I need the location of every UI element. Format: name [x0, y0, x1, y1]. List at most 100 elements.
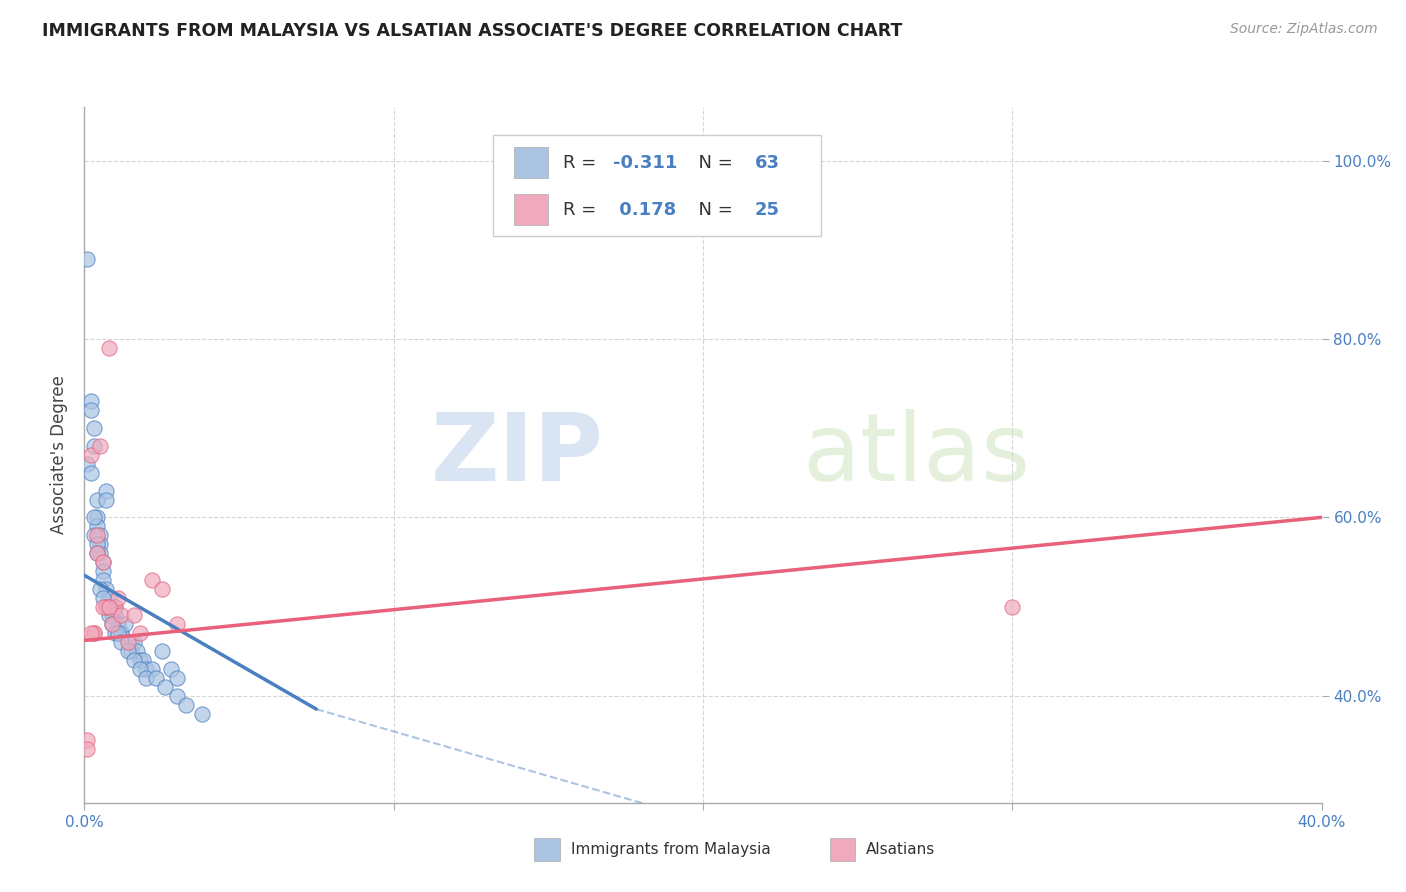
Text: Immigrants from Malaysia: Immigrants from Malaysia: [571, 842, 770, 857]
Point: [117, 635, 139, 649]
Point: [98, 608, 121, 623]
Text: 25: 25: [755, 201, 780, 219]
Point: [98, 591, 121, 605]
Point: [94, 492, 117, 507]
Point: [110, 608, 132, 623]
Point: [125, 644, 148, 658]
Point: [86, 546, 108, 560]
Text: 0.178: 0.178: [613, 201, 676, 219]
Point: [1001, 599, 1024, 614]
Point: [150, 644, 173, 658]
Point: [101, 608, 124, 623]
Point: [153, 680, 176, 694]
Point: [114, 617, 136, 632]
Point: [166, 617, 188, 632]
Point: [132, 653, 155, 667]
Point: [129, 662, 152, 676]
Point: [91, 599, 114, 614]
Point: [89, 582, 111, 596]
Point: [122, 608, 145, 623]
Point: [83, 626, 105, 640]
Point: [79, 403, 101, 417]
Point: [76, 457, 98, 471]
Point: [191, 706, 214, 721]
Text: N =: N =: [688, 153, 738, 172]
Point: [86, 528, 108, 542]
Point: [107, 626, 129, 640]
Y-axis label: Associate's Degree: Associate's Degree: [49, 376, 67, 534]
Point: [120, 635, 142, 649]
Point: [83, 528, 105, 542]
Point: [145, 671, 167, 685]
Point: [122, 653, 145, 667]
Text: Alsatians: Alsatians: [866, 842, 935, 857]
Text: ZIP: ZIP: [432, 409, 605, 501]
Point: [89, 546, 111, 560]
Point: [91, 591, 114, 605]
Point: [86, 546, 108, 560]
Point: [79, 448, 101, 462]
Point: [86, 537, 108, 551]
FancyBboxPatch shape: [513, 194, 548, 226]
Point: [166, 671, 188, 685]
Point: [166, 689, 188, 703]
Text: R =: R =: [564, 153, 602, 172]
Point: [117, 635, 139, 649]
Point: [117, 644, 139, 658]
Point: [104, 599, 127, 614]
Point: [150, 582, 173, 596]
Point: [89, 537, 111, 551]
Point: [91, 573, 114, 587]
Point: [91, 555, 114, 569]
Point: [79, 466, 101, 480]
Point: [101, 617, 124, 632]
Point: [110, 626, 132, 640]
Text: -0.311: -0.311: [613, 153, 678, 172]
Point: [135, 671, 157, 685]
Point: [101, 617, 124, 632]
Point: [83, 421, 105, 435]
Point: [107, 591, 129, 605]
Point: [79, 626, 101, 640]
Point: [176, 698, 198, 712]
Point: [86, 519, 108, 533]
Point: [86, 492, 108, 507]
Point: [110, 635, 132, 649]
Point: [141, 573, 163, 587]
Point: [104, 608, 127, 623]
Point: [129, 626, 152, 640]
Point: [104, 626, 127, 640]
Point: [94, 599, 117, 614]
Point: [110, 626, 132, 640]
Point: [122, 635, 145, 649]
Point: [83, 626, 105, 640]
Point: [98, 599, 121, 614]
Point: [83, 439, 105, 453]
Point: [86, 510, 108, 524]
Text: R =: R =: [564, 201, 602, 219]
Point: [79, 394, 101, 409]
Point: [104, 599, 127, 614]
Point: [76, 742, 98, 756]
Text: Source: ZipAtlas.com: Source: ZipAtlas.com: [1230, 22, 1378, 37]
Point: [135, 662, 157, 676]
Text: IMMIGRANTS FROM MALAYSIA VS ALSATIAN ASSOCIATE'S DEGREE CORRELATION CHART: IMMIGRANTS FROM MALAYSIA VS ALSATIAN ASS…: [42, 22, 903, 40]
Point: [76, 733, 98, 747]
Point: [98, 599, 121, 614]
Text: N =: N =: [688, 201, 738, 219]
Point: [89, 528, 111, 542]
Text: atlas: atlas: [801, 409, 1031, 501]
Point: [129, 653, 152, 667]
Point: [160, 662, 183, 676]
Point: [83, 510, 105, 524]
Text: 63: 63: [755, 153, 780, 172]
Point: [91, 564, 114, 578]
Point: [94, 582, 117, 596]
Point: [98, 341, 121, 355]
Point: [94, 599, 117, 614]
Point: [91, 555, 114, 569]
Point: [76, 252, 98, 266]
Point: [141, 662, 163, 676]
Point: [107, 626, 129, 640]
FancyBboxPatch shape: [513, 147, 548, 178]
